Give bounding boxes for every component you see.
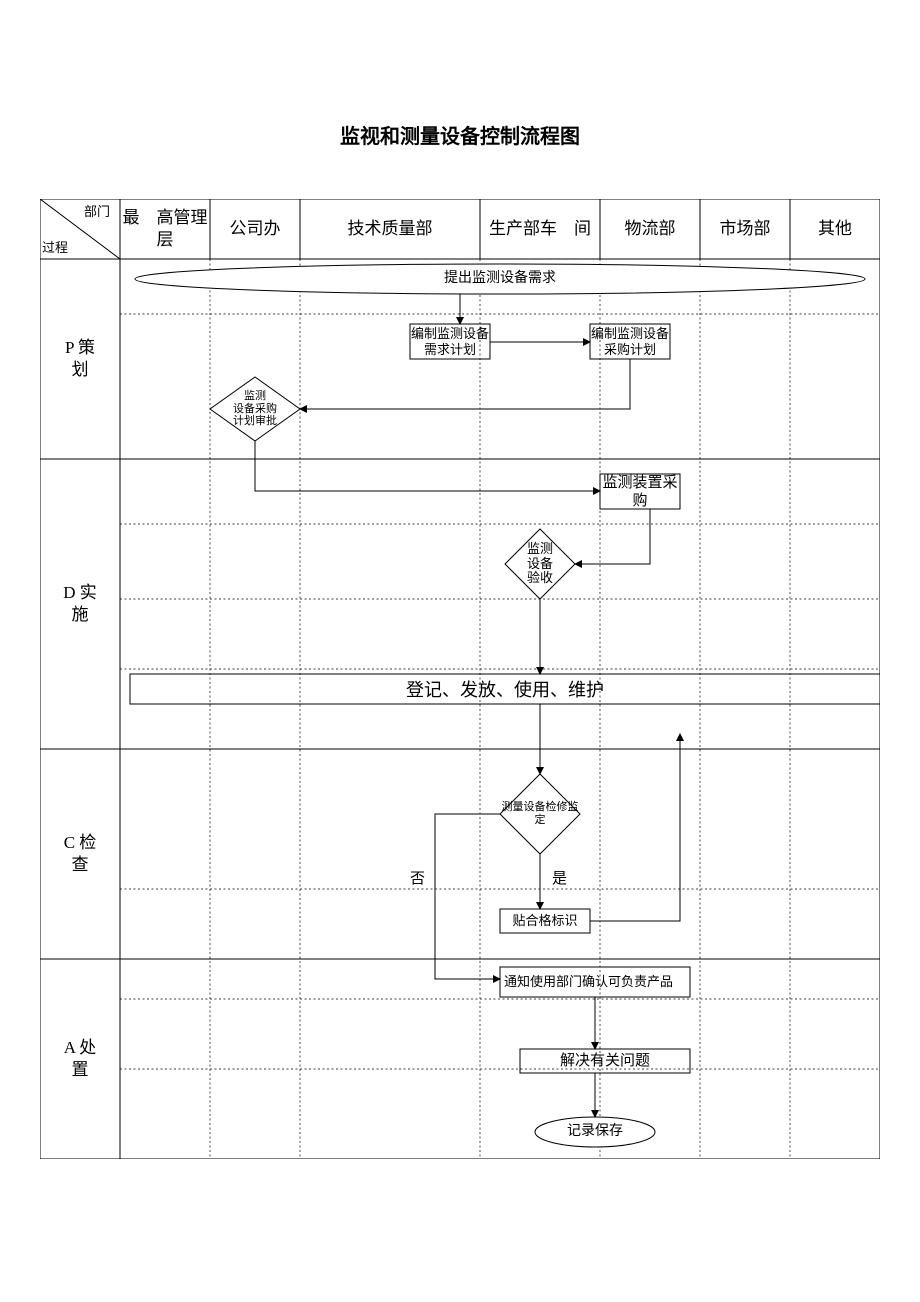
node-n12: 记录保存 [535, 1117, 655, 1147]
corner-label-dept: 部门 [84, 201, 110, 220]
row-label-0: P 策划 [40, 259, 120, 459]
header-col-2: 技术质量部 [300, 199, 480, 259]
header-col-5: 市场部 [700, 199, 790, 259]
node-n9: 贴合格标识 [500, 909, 590, 933]
node-n2: 编制监测设备需求计划 [410, 324, 490, 359]
header-col-4: 物流部 [600, 199, 700, 259]
node-n8: 测量设备检修监定 [500, 774, 580, 854]
edge-label-8: 否 [410, 867, 425, 888]
row-label-1: D 实施 [40, 459, 120, 749]
node-n4: 监测 设备采购 计划审批 [210, 377, 300, 441]
node-n5: 监测装置采购 [600, 474, 680, 509]
corner-label-process: 过程 [42, 237, 68, 256]
page-title: 监视和测量设备控制流程图 [40, 120, 880, 149]
edge-label-7: 是 [552, 867, 567, 888]
node-n3: 编制监测设备采购计划 [590, 324, 670, 359]
row-label-2: C 检查 [40, 749, 120, 959]
node-n7: 登记、发放、使用、维护 [130, 674, 880, 704]
node-n11: 解决有关问题 [520, 1049, 690, 1073]
node-n10: 通知使用部门确认可负责产品 [500, 967, 690, 997]
header-col-3: 生产部车 间 [480, 199, 600, 259]
flowchart-diagram: 部门过程 最 高管理层公司办技术质量部生产部车 间物流部市场部其他 P 策划D 实施… [40, 199, 880, 1159]
header-col-0: 最 高管理层 [120, 199, 210, 259]
node-n1: 提出监测设备需求 [135, 264, 865, 294]
node-n6: 监测 设备 验收 [505, 529, 575, 599]
row-label-3: A 处置 [40, 959, 120, 1159]
header-col-1: 公司办 [210, 199, 300, 259]
header-col-6: 其他 [790, 199, 880, 259]
